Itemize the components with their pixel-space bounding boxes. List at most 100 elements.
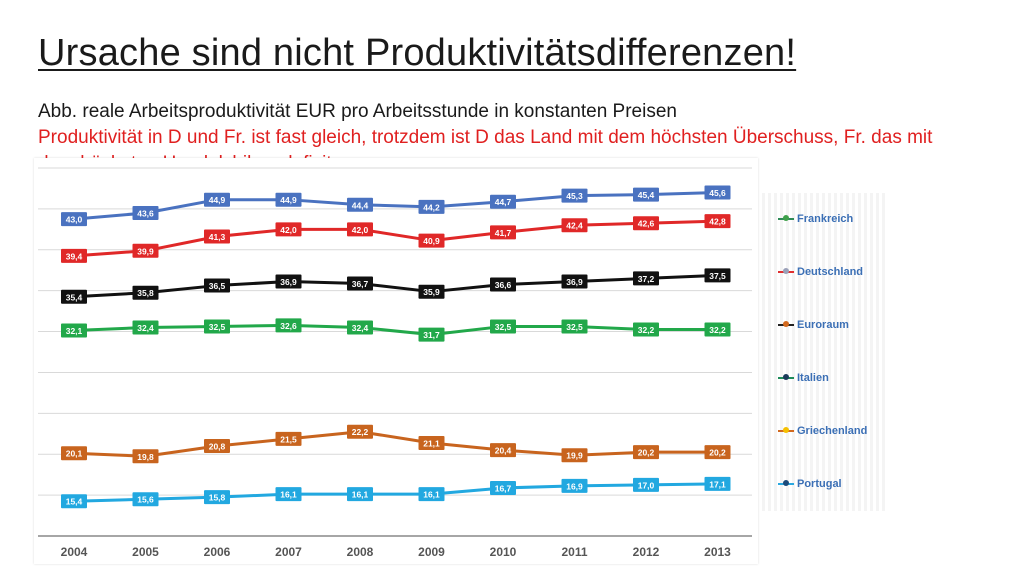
data-label-bg [418, 284, 445, 299]
data-point-0-1: 43,6 [132, 205, 159, 220]
data-point-2-7: 36,9 [561, 274, 588, 289]
data-label: 32,6 [280, 321, 297, 331]
series-line-5 [73, 482, 718, 503]
data-label: 16,1 [280, 490, 297, 500]
data-point-0-5: 44,2 [418, 199, 445, 214]
legend-label: Deutschland [797, 266, 864, 278]
series-line-4 [73, 430, 718, 458]
data-point-0-2: 44,9 [204, 192, 230, 207]
data-label: 35,4 [66, 292, 83, 302]
data-point-5-9: 17,1 [704, 476, 731, 491]
data-label-bg [633, 187, 659, 202]
data-label: 39,9 [137, 246, 154, 256]
data-point-5-4: 16,1 [347, 487, 373, 502]
data-label-bg [132, 492, 159, 507]
data-point-5-3: 16,1 [275, 487, 302, 502]
legend-marker-icon [783, 268, 789, 274]
data-point-3-5: 31,7 [418, 327, 445, 342]
data-label: 45,6 [709, 188, 726, 198]
legend-label: Portugal [797, 478, 842, 490]
chart-container: 2004 2005 2006 2007 2008 2009 2010 2011 2012 2013… [34, 158, 758, 564]
data-label: 20,4 [495, 446, 512, 456]
data-label-bg [633, 216, 659, 231]
data-label: 32,5 [209, 322, 226, 332]
data-label: 41,7 [495, 228, 512, 238]
data-label: 19,8 [137, 452, 154, 462]
legend-swatch [778, 321, 794, 327]
data-label-bg [132, 205, 159, 220]
data-label-bg [704, 476, 731, 491]
data-label: 32,5 [566, 322, 583, 332]
data-point-4-9: 20,2 [704, 445, 731, 460]
data-point-1-3: 42,0 [275, 222, 302, 237]
chart-legend: Frankreich Deutschland Euroraum Italien Grie… [762, 193, 888, 511]
legend-item-griechenland: Griechenland [778, 422, 867, 440]
data-point-2-9: 37,5 [704, 268, 731, 283]
data-point-5-1: 15,6 [132, 492, 159, 507]
data-point-4-6: 20,4 [490, 443, 516, 458]
legend-label: Frankreich [797, 213, 854, 225]
legend-marker-icon [783, 374, 789, 380]
data-label-bg [704, 268, 731, 283]
legend-swatch [778, 215, 794, 221]
data-label-bg [347, 424, 373, 439]
data-label-bg [61, 323, 87, 338]
data-point-1-2: 41,3 [204, 229, 230, 244]
data-label-bg [204, 439, 230, 454]
series-line-2 [73, 273, 718, 299]
data-point-2-0: 35,4 [61, 289, 87, 304]
data-label: 36,7 [352, 279, 369, 289]
series-line-0 [73, 191, 718, 221]
data-label: 17,0 [638, 480, 655, 490]
data-label: 32,4 [137, 323, 154, 333]
legend-item-deutschland: Deutschland [778, 263, 863, 281]
data-label-bg [418, 435, 445, 450]
x-tick-label: 2011 [561, 545, 587, 559]
data-label: 36,9 [566, 277, 583, 287]
legend-item-euroraum: Euroraum [778, 316, 849, 334]
data-point-0-8: 45,4 [633, 187, 659, 202]
data-point-4-1: 19,8 [132, 449, 159, 464]
data-label: 20,2 [638, 448, 655, 458]
data-label-bg [561, 218, 588, 233]
data-label-bg [490, 480, 516, 495]
series-line-3 [73, 323, 718, 337]
data-label-bg [132, 320, 159, 335]
data-label-bg [132, 243, 159, 258]
data-label-bg [61, 248, 87, 263]
data-label-bg [704, 185, 731, 200]
x-tick-label: 2008 [347, 545, 374, 559]
data-label: 42,4 [566, 221, 583, 231]
data-label: 39,4 [66, 251, 83, 261]
data-point-2-4: 36,7 [347, 276, 373, 291]
x-tick-label: 2013 [704, 545, 731, 559]
data-label: 16,1 [423, 490, 440, 500]
data-label-bg [561, 448, 588, 463]
data-label-bg [704, 445, 731, 460]
data-point-2-1: 35,8 [132, 285, 159, 300]
data-point-3-2: 32,5 [204, 319, 230, 334]
data-point-5-6: 16,7 [490, 480, 516, 495]
data-label: 45,4 [638, 190, 655, 200]
legend-label: Italien [797, 372, 829, 384]
data-point-3-1: 32,4 [132, 320, 159, 335]
x-tick-label: 2012 [633, 545, 660, 559]
data-label: 35,8 [137, 288, 154, 298]
legend-marker-icon [783, 215, 789, 221]
data-label-bg [347, 276, 373, 291]
legend-swatch [778, 268, 794, 274]
legend-marker-icon [783, 321, 789, 327]
data-point-2-2: 36,5 [204, 278, 230, 293]
data-label: 21,5 [280, 434, 297, 444]
data-label: 32,2 [638, 325, 655, 335]
data-point-1-6: 41,7 [490, 225, 516, 240]
data-point-2-3: 36,9 [275, 274, 302, 289]
legend-item-italien: Italien [778, 369, 829, 387]
data-label-bg [347, 222, 373, 237]
data-label: 35,9 [423, 287, 440, 297]
data-point-4-3: 21,5 [275, 431, 302, 446]
data-label: 21,1 [423, 438, 440, 448]
data-label: 15,4 [66, 497, 83, 507]
data-label: 40,9 [423, 236, 440, 246]
data-label: 37,2 [638, 274, 655, 284]
